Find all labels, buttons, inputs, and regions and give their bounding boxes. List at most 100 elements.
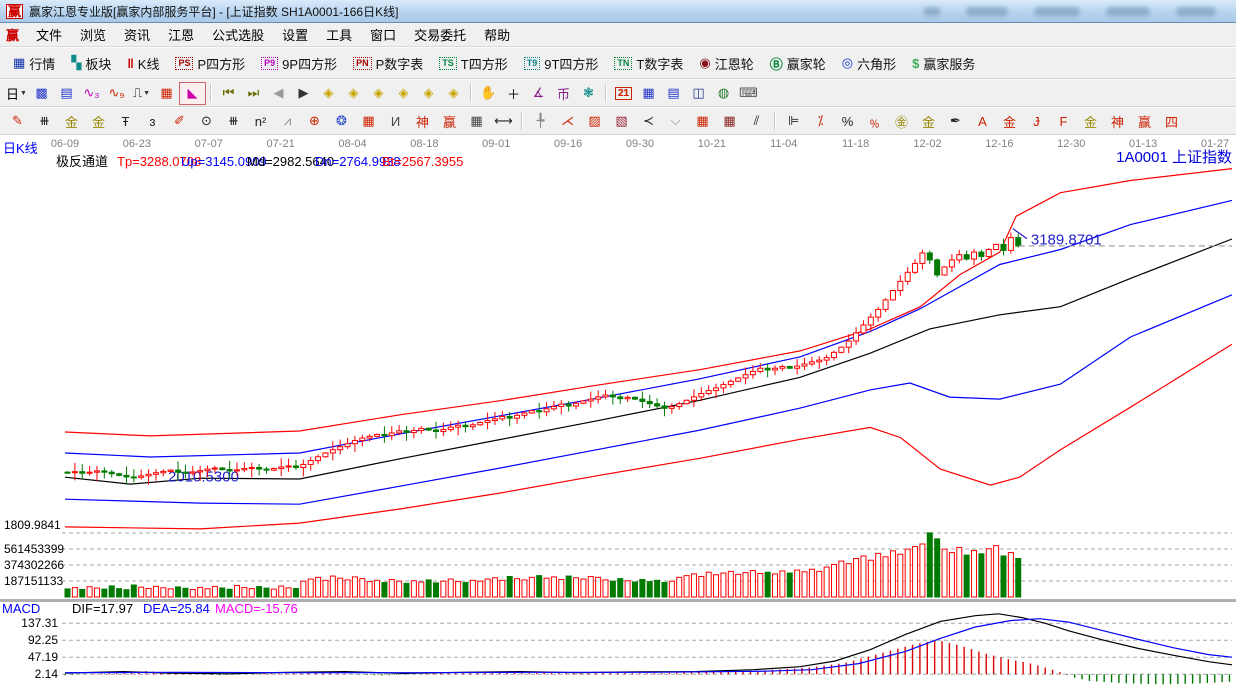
menu-item-6[interactable]: 工具 <box>326 28 353 43</box>
titlebar[interactable]: 赢 赢家江恩专业版[赢家内部服务平台] - [上证指数 SH1A0001-166… <box>0 0 1236 23</box>
fan-box-icon[interactable]: ▨ <box>588 113 601 128</box>
shen-ruler-icon[interactable]: 神 <box>415 114 429 130</box>
gann-grid-b-icon[interactable]: ▦ <box>723 113 736 128</box>
first-bar-icon[interactable]: ⏮ <box>222 85 235 100</box>
expand-icon[interactable]: ◈ <box>423 85 434 100</box>
winner-service-button[interactable]: $ 赢家服务 <box>905 52 982 75</box>
span-arrows-icon[interactable]: ⟷ <box>494 113 513 128</box>
last-bar-icon[interactable]: ⏭ <box>247 85 260 100</box>
pattern-icon[interactable]: ❃ <box>583 85 594 100</box>
j-angle-icon[interactable]: Ɉ <box>1033 113 1040 129</box>
mirror-fan-icon[interactable]: ⩘ <box>283 113 292 128</box>
ink-pen-icon[interactable]: ✒ <box>950 113 961 128</box>
chart-canvas[interactable]: 06-09 06-23 07-07 07-21 08-04 08-18 09-01 09-16… <box>0 135 1236 686</box>
export-web-icon[interactable]: ◍ <box>717 85 730 100</box>
menu-item-7[interactable]: 窗口 <box>370 28 397 43</box>
prev-bar-icon[interactable]: ◀ <box>273 85 284 100</box>
full-view-icon[interactable]: ◈ <box>448 85 459 100</box>
ying-angle-icon[interactable]: 赢 <box>1137 114 1151 130</box>
menu-item-8[interactable]: 交易委托 <box>414 28 467 43</box>
parallel-lines-icon[interactable]: ⫽ <box>753 113 760 128</box>
measure-pen-icon[interactable]: ✐ <box>174 113 185 128</box>
draw-pen-icon[interactable]: ✎ <box>12 113 23 128</box>
price-scale-icon[interactable]: ⊫ <box>787 113 800 128</box>
spiral-icon[interactable]: ɜ <box>149 113 156 129</box>
wave3-icon[interactable]: ∿₃ <box>83 85 100 100</box>
menu-item-3[interactable]: 江恩 <box>168 28 195 43</box>
zoom-left-icon[interactable]: ◈ <box>323 85 334 100</box>
angle-quote-icon[interactable]: И <box>390 113 401 129</box>
zoom-right-icon[interactable]: ◈ <box>348 85 359 100</box>
sectors-button[interactable]: ▚ 板块 <box>64 52 118 75</box>
pan-hand-icon[interactable]: ✋ <box>480 85 497 100</box>
check-line-icon[interactable]: ⌵ <box>670 113 681 128</box>
red-panel-icon[interactable]: ▦ <box>160 85 173 100</box>
period-dropdown[interactable]: 日 ▼ <box>6 86 27 102</box>
zoom-horizontal-icon[interactable]: ◈ <box>373 85 384 100</box>
gold-line-icon[interactable]: 金 <box>921 114 935 130</box>
a-angle-icon[interactable]: A <box>978 113 987 129</box>
compress-icon[interactable]: ◈ <box>398 85 409 100</box>
hexagon-button[interactable]: ◎ 六角形 <box>835 52 903 75</box>
quotes-button[interactable]: ▦ 行情 <box>6 52 62 75</box>
wave9-icon[interactable]: ∿₉ <box>108 85 125 100</box>
crosshair-icon[interactable]: ＋ <box>506 86 520 102</box>
notes-icon[interactable]: ▤ <box>667 85 680 100</box>
gann-wheel-button[interactable]: ◉ 江恩轮 <box>692 52 760 75</box>
t-number-table-button[interactable]: TN T数字表 <box>607 52 690 75</box>
target-icon[interactable]: ⊕ <box>309 113 320 128</box>
gold-circle-icon[interactable]: ㊎ <box>894 114 908 130</box>
candle-style-dropdown[interactable]: ⎍ ▼ <box>132 85 151 100</box>
square-number-icon[interactable]: n² <box>254 113 267 129</box>
gann-hand-icon[interactable]: 币 <box>556 86 570 102</box>
p-number-table-button[interactable]: PN P数字表 <box>346 52 430 75</box>
star-wheel-icon[interactable]: ❂ <box>336 113 347 128</box>
ninet-square-button[interactable]: T9 9T四方形 <box>517 52 606 75</box>
menu-item-9[interactable]: 帮助 <box>484 28 511 43</box>
menu-item-2[interactable]: 资讯 <box>124 28 151 43</box>
percent-line-icon[interactable]: ﹪ <box>867 114 881 130</box>
volume-flag-icon[interactable]: ◣ <box>179 81 206 105</box>
fan-lines-icon[interactable]: ⋌ <box>561 113 574 128</box>
chart-area[interactable]: 06-09 06-23 07-07 07-21 08-04 08-18 09-01 09-16… <box>0 135 1236 686</box>
ying-ruler-icon[interactable]: 赢 <box>442 114 456 130</box>
t-square-button[interactable]: TS T四方形 <box>432 52 514 75</box>
angle-measure-icon[interactable]: ∡ <box>532 85 545 100</box>
menu-item-1[interactable]: 浏览 <box>80 28 107 43</box>
info-panel-icon[interactable]: ▤ <box>60 85 73 100</box>
si-angle-icon[interactable]: 四 <box>1164 114 1178 130</box>
calendar-icon[interactable]: 21 <box>611 83 636 104</box>
kline-button[interactable]: ‖ K线 <box>120 52 166 75</box>
winner-wheel-button[interactable]: Ⓑ 赢家轮 <box>763 52 833 75</box>
t-square-tool-icon[interactable]: ╄ <box>536 113 545 128</box>
gold-gann-b-icon[interactable]: 金 <box>91 114 105 130</box>
shen-angle-icon[interactable]: 神 <box>1110 114 1124 130</box>
gold-angle-icon[interactable]: 金 <box>1002 114 1016 130</box>
percent-icon[interactable]: % <box>841 113 854 129</box>
tick-grid-icon[interactable]: ⧻ <box>39 113 50 128</box>
menu-item-0[interactable]: 文件 <box>36 28 63 43</box>
numbered-grid-icon[interactable]: ▦ <box>470 113 483 128</box>
volume-bar <box>668 580 675 598</box>
menu-item-4[interactable]: 公式选股 <box>212 28 265 43</box>
ninep-square-button[interactable]: P9 9P四方形 <box>254 52 344 75</box>
save-icon[interactable]: ◫ <box>692 85 705 100</box>
gold-pen-icon[interactable]: 金 <box>1083 114 1097 130</box>
remote-pc-icon[interactable]: ⌨ <box>739 85 758 100</box>
f-angle-icon[interactable]: F <box>1059 113 1068 129</box>
red-grid-icon[interactable]: ▦ <box>362 113 375 128</box>
ticks-icon[interactable]: ⧻ <box>228 113 239 128</box>
fan-box2-icon[interactable]: ▧ <box>615 113 628 128</box>
angle-fan-icon[interactable]: ≺ <box>643 113 654 128</box>
menu-item-5[interactable]: 设置 <box>282 28 309 43</box>
p-square-button[interactable]: PS P四方形 <box>168 52 252 75</box>
network-chart-icon[interactable]: ▩ <box>35 85 48 100</box>
candle-body <box>315 456 322 462</box>
calculator-icon[interactable]: ▦ <box>642 85 655 100</box>
gann-clock-icon[interactable]: ⊙ <box>201 113 212 128</box>
gold-gann-a-icon[interactable]: 金 <box>64 114 78 130</box>
gann-grid-a-icon[interactable]: ▦ <box>696 113 709 128</box>
percent-slash-icon[interactable]: ⁒ <box>817 113 824 128</box>
f-ruler-icon[interactable]: Ŧ <box>121 113 130 129</box>
next-bar-icon[interactable]: ▶ <box>298 85 309 100</box>
